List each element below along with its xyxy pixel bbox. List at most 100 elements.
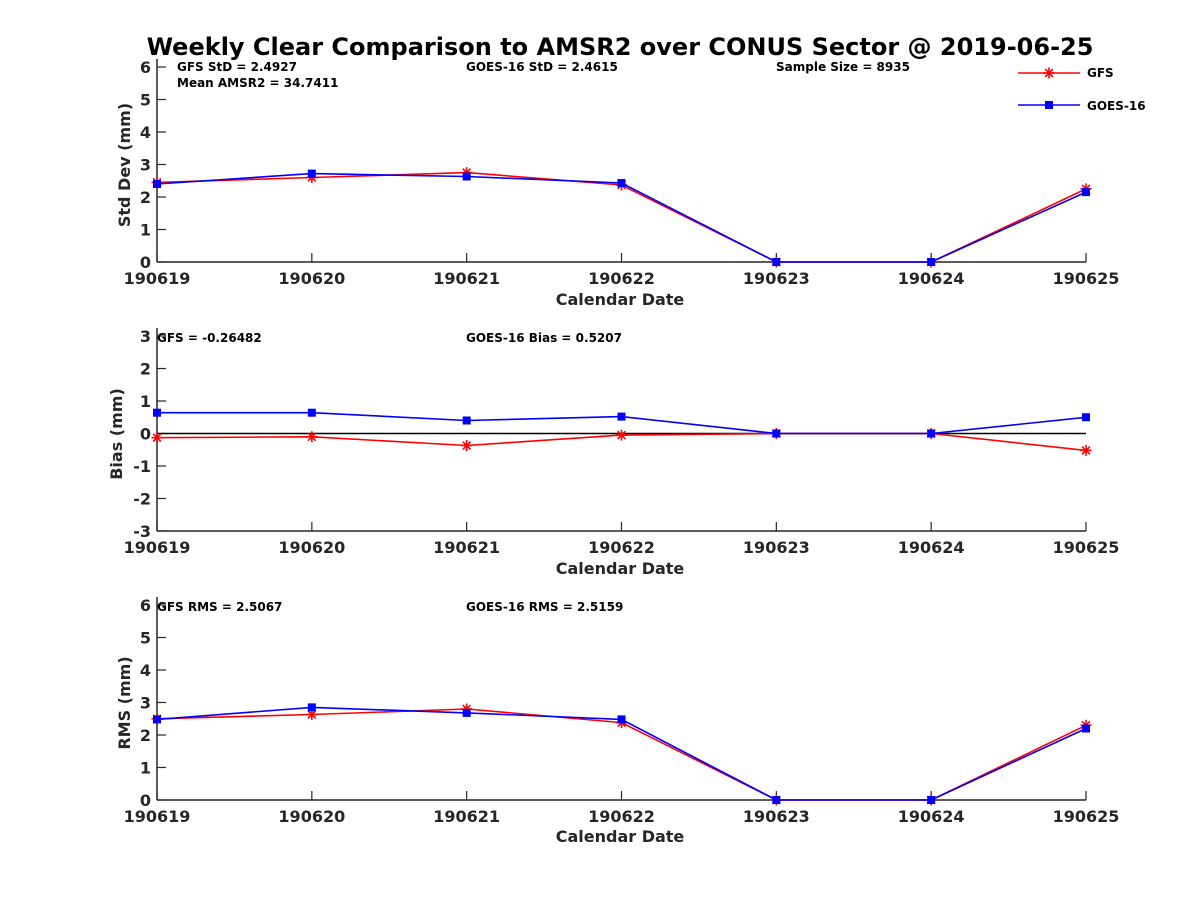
stddev-goes16-point (1082, 188, 1090, 197)
stddev-x-tick-label: 190621 (433, 269, 500, 288)
rms-x-tick-label: 190623 (743, 807, 810, 826)
bias-goes16-point (772, 429, 781, 438)
stddev-goes16-point (462, 172, 471, 181)
bias-gfs-point (1080, 444, 1092, 456)
bias-y-tick-label: 3 (140, 327, 151, 346)
rms-y-tick-label: 6 (140, 596, 151, 615)
stddev-y-tick-label: 2 (140, 188, 151, 207)
goes16-bias-annotation: GOES-16 Bias = 0.5207 (466, 331, 622, 345)
gfs-std-annotation: GFS StD = 2.4927 (177, 60, 297, 74)
rms-x-tick-label: 190619 (124, 807, 191, 826)
stddev-x-tick-label: 190623 (743, 269, 810, 288)
stddev-series (151, 167, 1092, 268)
bias-y-tick-label: -1 (133, 457, 151, 476)
bias-panel: -3 -2 -1 0 1 2 3 190619 190620 190621 190622 19062… (107, 327, 1119, 578)
rms-y-tick-label: 1 (140, 759, 151, 778)
sample-size-annotation: Sample Size = 8935 (776, 60, 910, 74)
rms-goes16-point (617, 715, 626, 724)
bias-y-tick-label: 2 (140, 360, 151, 379)
rms-x-tick-label: 190625 (1053, 807, 1120, 826)
rms-y-ticks: 0 1 2 3 4 5 6 (140, 596, 166, 810)
rms-x-tick-label: 190621 (433, 807, 500, 826)
stddev-x-tick-label: 190619 (124, 269, 191, 288)
bias-gfs-point (151, 432, 163, 444)
bias-y-tick-label: -3 (133, 522, 151, 541)
mean-amsr2-annotation: Mean AMSR2 = 34.7411 (177, 76, 338, 90)
stddev-x-tick-label: 190620 (278, 269, 345, 288)
rms-x-tick-label: 190620 (278, 807, 345, 826)
figure-title: Weekly Clear Comparison to AMSR2 over CO… (147, 33, 1094, 61)
rms-y-axis-label: RMS (mm) (115, 656, 134, 749)
rms-goes16-point (462, 708, 471, 717)
bias-x-tick-label: 190625 (1053, 538, 1120, 557)
bias-x-tick-label: 190620 (278, 538, 345, 557)
bias-gfs-point (461, 440, 473, 452)
stddev-goes16-point (617, 179, 626, 188)
stddev-panel: 0 1 2 3 4 5 6 190619 190620 190621 190622 190623 19… (115, 58, 1119, 309)
bias-gfs-point (306, 431, 318, 443)
stddev-x-tick-label: 190624 (898, 269, 965, 288)
gfs-rms-annotation: GFS RMS = 2.5067 (157, 600, 282, 614)
rms-goes16-point (153, 715, 161, 724)
rms-goes16-point (772, 796, 781, 804)
legend-gfs-point (1043, 67, 1055, 79)
bias-goes16-point (307, 408, 316, 417)
rms-x-tick-label: 190624 (898, 807, 965, 826)
stddev-y-tick-label: 1 (140, 221, 151, 240)
bias-y-tick-label: 0 (140, 425, 151, 444)
stddev-goes16-point (307, 169, 316, 178)
rms-y-tick-label: 5 (140, 629, 151, 648)
stddev-y-tick-label: 6 (140, 58, 151, 77)
rms-x-axis-label: Calendar Date (556, 827, 685, 846)
rms-series (151, 703, 1092, 806)
bias-x-tick-label: 190624 (898, 538, 965, 557)
legend-goes16-label: GOES-16 (1087, 99, 1146, 113)
stddev-x-axis-label: Calendar Date (556, 290, 685, 309)
bias-y-axis-label: Bias (mm) (107, 388, 126, 480)
bias-series (151, 408, 1092, 456)
bias-goes16-point (927, 429, 936, 438)
legend: GFS GOES-16 (1018, 66, 1146, 113)
bias-goes16-point (462, 416, 471, 425)
stddev-goes16-point (772, 258, 781, 266)
stddev-goes16-point (153, 180, 161, 188)
bias-y-tick-label: -2 (133, 490, 151, 509)
bias-y-tick-label: 1 (140, 392, 151, 411)
legend-gfs-label: GFS (1087, 66, 1114, 80)
stddev-y-ticks: 0 1 2 3 4 5 6 (140, 58, 166, 272)
rms-goes16-point (927, 796, 936, 804)
rms-x-tick-label: 190622 (588, 807, 655, 826)
stddev-y-tick-label: 5 (140, 91, 151, 110)
stddev-x-tick-label: 190625 (1053, 269, 1120, 288)
rms-goes16-point (1082, 724, 1090, 733)
rms-y-tick-label: 0 (140, 791, 151, 810)
legend-gfs-marker (1043, 67, 1055, 79)
bias-x-axis-label: Calendar Date (556, 559, 685, 578)
rms-panel: 0 1 2 3 4 5 6 190619 190620 190621 190622 190623 19… (115, 596, 1119, 846)
legend-goes16-point (1045, 101, 1053, 109)
stddev-y-tick-label: 3 (140, 156, 151, 175)
goes16-std-annotation: GOES-16 StD = 2.4615 (466, 60, 618, 74)
rms-y-tick-label: 4 (140, 661, 151, 680)
gfs-bias-annotation: GFS = -0.26482 (157, 331, 262, 345)
stddev-y-axis-label: Std Dev (mm) (115, 103, 134, 227)
stddev-goes16-point (927, 258, 936, 266)
bias-x-tick-label: 190621 (433, 538, 500, 557)
bias-goes16-point (617, 412, 626, 421)
bias-goes16-point (153, 408, 161, 417)
bias-x-tick-label: 190619 (124, 538, 191, 557)
stddev-y-tick-label: 4 (140, 123, 151, 142)
bias-x-ticks: 190619 190620 190621 190622 190623 190624 1906… (124, 522, 1120, 557)
bias-goes16-point (1082, 413, 1090, 422)
legend-goes16-marker (1045, 101, 1053, 109)
bias-gfs-point (616, 429, 627, 441)
rms-goes16-point (307, 703, 316, 712)
bias-x-tick-label: 190623 (743, 538, 810, 557)
goes16-rms-annotation: GOES-16 RMS = 2.5159 (466, 600, 623, 614)
bias-x-tick-label: 190622 (588, 538, 655, 557)
rms-y-tick-label: 2 (140, 726, 151, 745)
stddev-y-tick-label: 0 (140, 253, 151, 272)
stddev-x-tick-label: 190622 (588, 269, 655, 288)
